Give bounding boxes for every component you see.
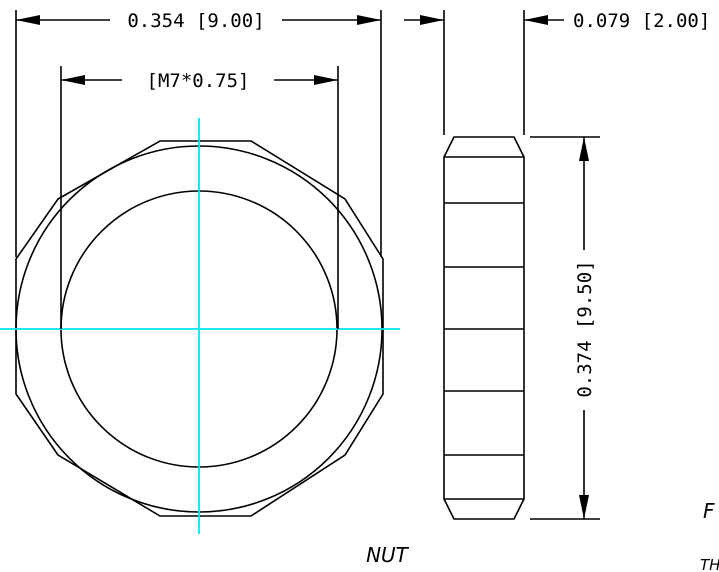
arrowhead <box>314 75 338 85</box>
arrowhead <box>420 15 444 25</box>
arrowhead <box>16 15 40 25</box>
part-title: NUT <box>366 543 410 567</box>
dimension-height: 0.374 [9.50] <box>530 136 600 520</box>
dimension-across-flats: 0.354 [9.00] <box>15 10 382 257</box>
across-flats-label: 0.354 [9.00] <box>127 10 264 32</box>
hex-outline <box>15 140 384 517</box>
front-view <box>0 118 400 534</box>
thickness-label: 0.079 [2.00] <box>573 10 710 32</box>
arrowhead <box>579 495 589 519</box>
arrowhead <box>61 75 85 85</box>
dimension-thread: [M7*0.75] <box>60 66 339 329</box>
partial-note-f: F <box>703 499 715 523</box>
dimension-thickness: 0.079 [2.00] <box>404 10 710 135</box>
side-outline <box>443 136 525 520</box>
arrowhead <box>579 137 589 161</box>
thread-label: [M7*0.75] <box>147 70 250 92</box>
arrowhead <box>524 15 548 25</box>
arrowhead <box>357 15 381 25</box>
height-label: 0.374 [9.50] <box>574 260 596 397</box>
side-view <box>443 136 525 520</box>
partial-note-th: TH <box>700 556 719 572</box>
